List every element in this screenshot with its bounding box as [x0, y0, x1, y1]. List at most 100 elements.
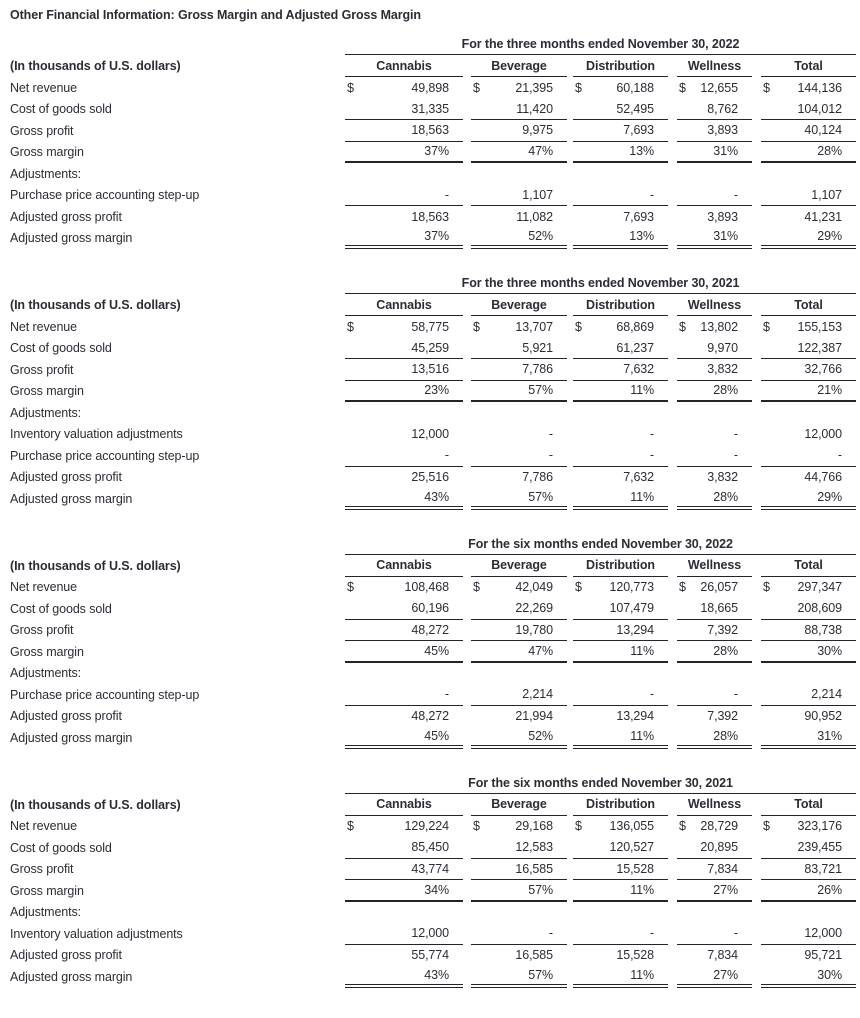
- dollar-sign: $: [473, 580, 480, 595]
- column-header-wellness: Wellness: [677, 294, 752, 316]
- cell-value: 11%: [573, 488, 668, 510]
- cell-value: 12,000: [345, 424, 463, 446]
- column-gap: [668, 641, 677, 663]
- value-text: 12,000: [411, 926, 449, 941]
- value-text: 15,528: [616, 861, 654, 876]
- row-label: Gross profit: [10, 123, 74, 138]
- value-text: 28%: [713, 489, 738, 504]
- value-text: 31%: [713, 144, 738, 159]
- table-row: Adjusted gross profit 18,563 11,082 7,693 3,…: [10, 206, 856, 228]
- cell-value: 44,766: [761, 467, 856, 489]
- column-header-wellness: Wellness: [677, 555, 752, 577]
- column-gap: [463, 381, 471, 403]
- value-text: -: [733, 926, 738, 941]
- dollar-sign: $: [679, 580, 686, 595]
- column-gap: [463, 163, 471, 185]
- column-gap: [668, 142, 677, 164]
- row-label: Gross margin: [10, 384, 84, 399]
- dollar-sign: $: [347, 80, 354, 95]
- cell-value: 7,392: [677, 706, 752, 728]
- row-label: Cost of goods sold: [10, 341, 112, 356]
- column-gap: [463, 445, 471, 467]
- dollar-sign: $: [763, 80, 770, 95]
- cell-value: 107,479: [573, 598, 668, 620]
- table-row: Gross margin 23% 57% 11% 28% 21%: [10, 381, 856, 403]
- value-text: 1,107: [811, 187, 842, 202]
- value-text: 21%: [817, 383, 842, 398]
- period-spacer: [10, 273, 345, 294]
- value-text: 47%: [528, 643, 553, 658]
- column-header-cannabis: Cannabis: [345, 294, 463, 316]
- cell-value: 30%: [761, 641, 856, 663]
- cell-value: -: [573, 445, 668, 467]
- column-gap: [463, 727, 471, 749]
- value-text: 47%: [528, 144, 553, 159]
- cell-value: 43,774: [345, 859, 463, 880]
- column-gap: [463, 923, 471, 945]
- cell-value: [573, 663, 668, 685]
- table-row: Cost of goods sold 60,196 22,269 107,479 18,…: [10, 598, 856, 620]
- column-header-row: (In thousands of U.S. dollars) Cannabis Be…: [10, 555, 856, 577]
- cell-value: $42,049: [471, 577, 567, 599]
- cell-value: $58,775: [345, 316, 463, 338]
- table-row: Adjusted gross profit 48,272 21,994 13,294 7…: [10, 706, 856, 728]
- cell-value: $120,773: [573, 577, 668, 599]
- period-row: For the six months ended November 30, 20…: [10, 773, 856, 794]
- cell-value: -: [345, 684, 463, 706]
- value-text: 25,516: [411, 470, 449, 485]
- cell-value: 41,231: [761, 206, 856, 228]
- value-text: -: [548, 448, 553, 463]
- column-gap: [463, 359, 471, 381]
- column-gap: [463, 902, 471, 924]
- value-text: 3,893: [707, 123, 738, 138]
- value-text: 13%: [629, 229, 654, 244]
- column-gap: [752, 338, 761, 360]
- value-text: 21,395: [515, 80, 553, 95]
- cell-value: 29%: [761, 228, 856, 249]
- table-row: Cost of goods sold 85,450 12,583 120,527 20,…: [10, 837, 856, 859]
- value-text: 7,786: [522, 362, 553, 377]
- cell-value: 30%: [761, 966, 856, 988]
- value-text: -: [444, 448, 449, 463]
- dollar-sign: $: [679, 319, 686, 334]
- cell-value: 11,082: [471, 206, 567, 228]
- row-label: Adjusted gross profit: [10, 709, 122, 724]
- cell-value: [761, 902, 856, 924]
- value-text: 323,176: [797, 819, 843, 834]
- column-gap: [668, 99, 677, 121]
- table-row: Cost of goods sold 45,259 5,921 61,237 9,970…: [10, 338, 856, 360]
- cell-value: 47%: [471, 142, 567, 163]
- cell-value: 3,893: [677, 206, 752, 228]
- cell-value: 95,721: [761, 945, 856, 967]
- row-label: Cost of goods sold: [10, 102, 112, 117]
- column-gap: [752, 880, 761, 902]
- column-header-row: (In thousands of U.S. dollars) Cannabis Be…: [10, 794, 856, 816]
- period-spacer: [10, 773, 345, 794]
- period-title: For the three months ended November 30, …: [345, 273, 856, 294]
- cell-value: 2,214: [761, 684, 856, 706]
- cell-value: [345, 902, 463, 924]
- cell-value: $108,468: [345, 577, 463, 599]
- value-text: 120,773: [609, 580, 655, 595]
- cell-value: 12,000: [345, 923, 463, 945]
- column-header-total: Total: [761, 794, 856, 816]
- column-header-distribution: Distribution: [573, 294, 668, 316]
- cell-value: 25,516: [345, 467, 463, 489]
- value-text: 9,975: [522, 123, 553, 138]
- period-spacer: [10, 534, 345, 555]
- value-text: 11%: [630, 489, 654, 504]
- value-text: 13,294: [616, 709, 654, 724]
- cell-value: 31%: [677, 228, 752, 249]
- table-row: Gross margin 34% 57% 11% 27% 26%: [10, 880, 856, 902]
- value-text: 15,528: [616, 948, 654, 963]
- cell-value: 31%: [761, 727, 856, 749]
- column-gap: [752, 77, 761, 99]
- value-text: 22,269: [515, 601, 553, 616]
- row-label: Inventory valuation adjustments: [10, 427, 183, 442]
- column-gap: [463, 316, 471, 338]
- value-text: 8,762: [707, 101, 738, 116]
- value-text: 95,721: [804, 948, 842, 963]
- value-text: 7,834: [707, 861, 738, 876]
- column-gap: [668, 966, 677, 988]
